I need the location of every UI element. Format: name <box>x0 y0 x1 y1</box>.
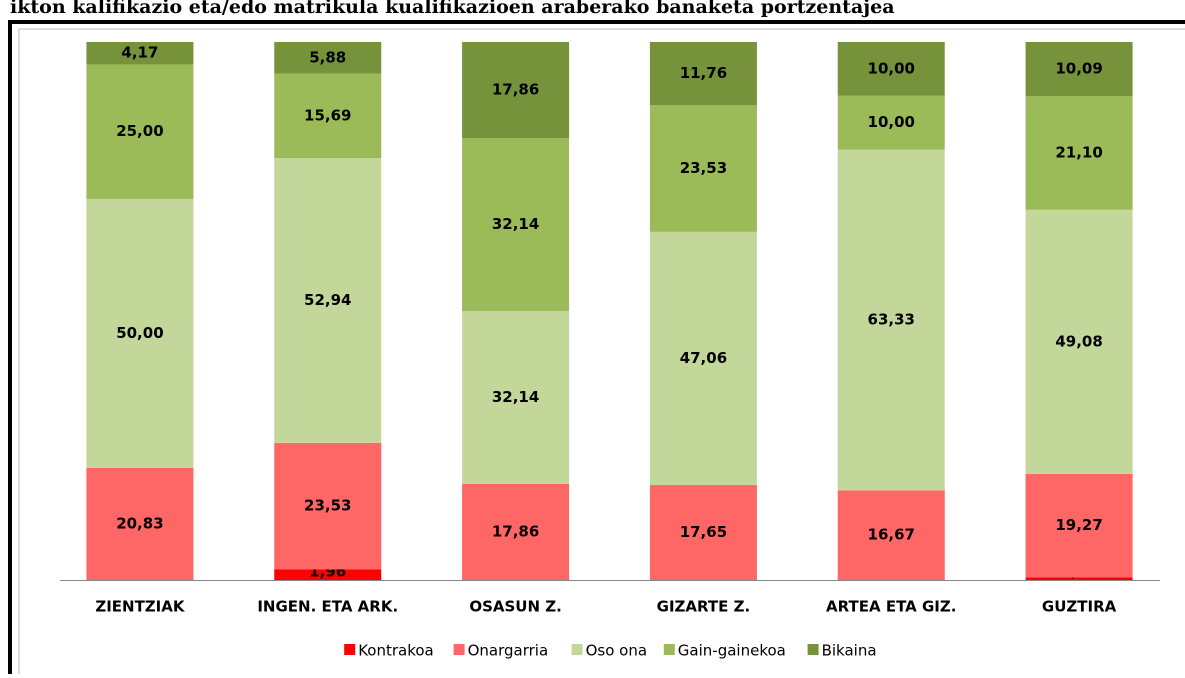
data-label: 52,94 <box>304 291 351 309</box>
data-label: 10,09 <box>1055 60 1102 78</box>
data-label: 20,83 <box>116 514 163 532</box>
chart-title: ikton kalifikazio eta/edo matrikula kual… <box>10 0 895 18</box>
data-label: 11,76 <box>680 64 727 82</box>
bar-segment <box>837 149 945 491</box>
bar-segment <box>837 42 945 96</box>
bar-segment <box>462 483 570 580</box>
data-label: 23,53 <box>680 159 727 177</box>
legend-label: Bikaina <box>822 642 877 660</box>
legend-label: Onargarria <box>468 642 549 660</box>
bar-segment <box>1025 96 1133 210</box>
bar-segment <box>86 64 194 199</box>
x-tick-label: GUZTIRA <box>1042 598 1117 616</box>
legend-label: Kontrakoa <box>358 642 434 660</box>
data-label: 23,53 <box>304 497 351 515</box>
bar-segment <box>274 42 382 74</box>
bar-segment <box>649 485 757 580</box>
legend-label: Gain-gainekoa <box>678 642 786 660</box>
data-label: 47,06 <box>680 349 727 367</box>
legend-swatch <box>571 644 583 655</box>
legend-label: Oso ona <box>586 642 647 660</box>
data-label: 19,27 <box>1055 516 1102 534</box>
bar-segment <box>274 569 382 580</box>
bar-segment <box>1025 209 1133 474</box>
data-label: 63,33 <box>868 310 915 328</box>
legend-swatch <box>663 644 675 655</box>
x-tick-label: GIZARTE Z. <box>657 598 751 616</box>
data-label: 50,00 <box>116 324 163 342</box>
bar-segment <box>86 42 194 65</box>
data-label: 32,14 <box>492 388 539 406</box>
data-label: 21,10 <box>1055 144 1102 162</box>
bar-segment <box>462 311 570 484</box>
bar-segment <box>86 198 194 468</box>
bar-segment <box>1025 577 1133 580</box>
bar-segment <box>274 442 382 570</box>
data-label: 16,67 <box>868 526 915 544</box>
data-label: 17,65 <box>680 523 727 541</box>
bar-segment <box>462 138 570 311</box>
data-label: 5,88 <box>309 48 346 66</box>
x-tick-label: ARTEA ETA GIZ. <box>826 598 956 616</box>
bar-segment <box>649 42 757 106</box>
legend-swatch <box>807 644 819 655</box>
data-label: 10,00 <box>868 113 915 131</box>
bar-segment <box>649 231 757 486</box>
bar-segment <box>837 95 945 150</box>
x-tick-label: OSASUN Z. <box>469 598 562 616</box>
bar-segment <box>1025 473 1133 578</box>
legend-swatch <box>453 644 465 655</box>
bar-segment <box>274 73 382 159</box>
legend-swatch <box>344 644 356 655</box>
chart-frame <box>8 20 1185 678</box>
x-tick-label: INGEN. ETA ARK. <box>257 598 398 616</box>
data-label: 17,86 <box>492 81 539 99</box>
data-label: 25,00 <box>116 122 163 140</box>
bar-segment <box>86 467 194 580</box>
data-label: 49,08 <box>1055 332 1102 350</box>
bar-segment <box>462 42 570 139</box>
data-label: 10,00 <box>868 59 915 77</box>
data-label: 17,86 <box>492 522 539 540</box>
data-label: 15,69 <box>304 106 351 124</box>
bar-segment <box>649 105 757 232</box>
bar-segment <box>837 490 945 580</box>
plot-frame <box>18 28 1185 678</box>
x-tick-label: ZIENTZIAK <box>95 598 186 616</box>
data-label: 32,14 <box>492 215 539 233</box>
bar-segment <box>274 158 382 443</box>
bar-segment <box>1025 42 1133 97</box>
data-label: 4,17 <box>121 44 158 62</box>
